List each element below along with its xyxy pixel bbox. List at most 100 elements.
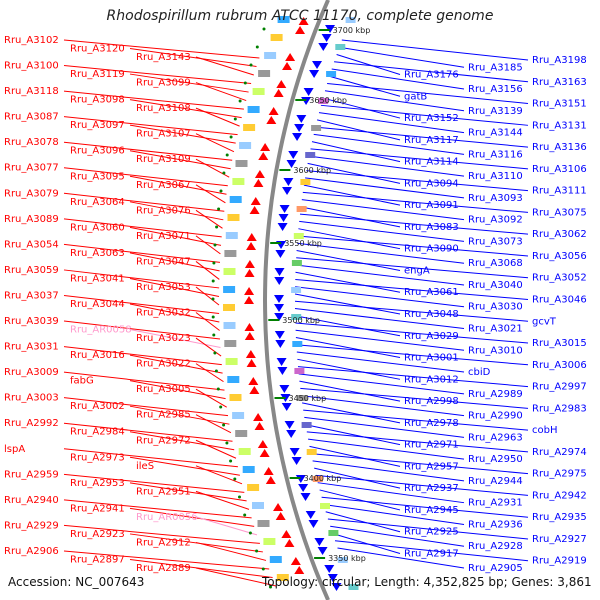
left-gene-label: Rru_A3059 (4, 265, 59, 276)
left-leader-line (195, 465, 243, 485)
forward-strand-gene (278, 214, 289, 222)
right-leader-line (305, 424, 401, 446)
right-leader-line (312, 460, 465, 482)
right-gene-label: gatB (404, 91, 427, 102)
forward-strand-gene (317, 547, 328, 555)
right-leader-line (306, 431, 529, 453)
gc-dot (215, 225, 219, 229)
reverse-strand-gene (244, 269, 255, 277)
category-block (292, 341, 303, 347)
right-leader-line (297, 242, 465, 264)
reverse-strand-gene (253, 179, 264, 187)
reverse-strand-gene (259, 449, 270, 457)
category-block (335, 44, 346, 50)
right-leader-line (336, 54, 401, 75)
category-block (300, 179, 311, 185)
left-leader-line (195, 235, 221, 255)
right-leader-line (301, 402, 401, 424)
right-leader-line (295, 337, 401, 359)
left-gene-label: Rru_A2941 (70, 503, 125, 514)
left-leader-line (195, 56, 254, 76)
reverse-strand-gene (282, 62, 293, 70)
right-gene-label: Rru_A2997 (532, 382, 587, 393)
right-gene-label: Rru_A3144 (468, 128, 523, 139)
forward-strand-gene (331, 583, 342, 591)
right-gene-label: Rru_A3062 (532, 229, 587, 240)
category-block (258, 70, 271, 77)
right-gene-label: Rru_A3111 (532, 186, 587, 197)
reverse-strand-gene (294, 566, 305, 574)
left-gene-label: Rru_A2897 (70, 554, 125, 565)
right-leader-line (327, 83, 529, 105)
left-gene-label: Rru_A3076 (136, 205, 191, 216)
forward-strand-gene (279, 205, 290, 213)
right-leader-line (334, 540, 529, 562)
left-gene-label: Rru_A3099 (136, 78, 191, 89)
forward-strand-gene (274, 268, 285, 276)
gc-dot (214, 369, 218, 373)
category-block (242, 466, 255, 473)
left-gene-label: Rru_A3087 (4, 112, 59, 123)
right-leader-line (299, 220, 465, 242)
left-leader-line (129, 558, 273, 578)
category-block (306, 449, 317, 455)
category-block (252, 502, 264, 509)
forward-strand-gene (286, 160, 297, 168)
left-leader-line (129, 124, 236, 144)
reverse-strand-gene (245, 350, 256, 358)
right-gene-label: Rru_A2989 (468, 389, 523, 400)
kbp-tick-label: 3650 kbp (309, 96, 347, 105)
left-gene-label: Rru_A3108 (136, 103, 191, 114)
right-gene-label: Rru_A2931 (468, 498, 523, 509)
right-leader-line (297, 358, 401, 380)
category-block (229, 394, 242, 401)
right-gene-label: Rru_A2935 (532, 512, 587, 523)
left-gene-label: ileS (136, 461, 154, 472)
right-gene-label: Rru_A2950 (468, 454, 523, 465)
left-gene-label: Rru_A3037 (4, 290, 59, 301)
left-gene-label: fabG (70, 376, 94, 387)
left-leader-line (63, 218, 222, 238)
right-gene-label: Rru_A3092 (468, 215, 523, 226)
right-gene-label: Rru_A2998 (404, 396, 459, 407)
forward-strand-gene (274, 277, 285, 285)
gc-dot (211, 315, 215, 319)
left-gene-label: Rru_A2985 (136, 410, 191, 421)
gc-dot (262, 27, 266, 31)
category-block (257, 520, 270, 527)
right-gene-label: Rru_A3012 (404, 374, 459, 385)
kbp-tick-label: 3600 kbp (293, 166, 331, 175)
category-block (328, 530, 339, 536)
right-gene-label: Rru_A3073 (468, 236, 523, 247)
left-leader-line (129, 226, 222, 246)
right-leader-line (319, 489, 401, 511)
reverse-strand-gene (260, 143, 271, 151)
forward-strand-gene (289, 448, 300, 456)
left-gene-label: Rru_A2972 (136, 435, 191, 446)
category-block (291, 260, 302, 266)
reverse-strand-gene (265, 476, 276, 484)
left-leader-line (195, 388, 227, 408)
category-block (229, 196, 242, 203)
forward-strand-gene (298, 484, 309, 492)
gc-dot (219, 405, 223, 409)
reverse-strand-gene (268, 107, 279, 115)
right-gene-label: Rru_A2942 (532, 490, 587, 501)
left-leader-line (63, 524, 260, 544)
forward-strand-gene (275, 250, 286, 258)
left-leader-line (195, 107, 240, 127)
category-block (264, 52, 277, 59)
right-gene-label: Rru_A3198 (532, 55, 587, 66)
forward-strand-gene (321, 34, 332, 42)
reverse-strand-gene (248, 377, 259, 385)
category-block (232, 178, 245, 185)
right-leader-line (297, 235, 529, 257)
forward-strand-gene (314, 538, 325, 546)
left-gene-label: Rru_A3079 (4, 188, 59, 199)
left-gene-label: Rru_A3022 (136, 359, 191, 370)
category-block (294, 368, 305, 374)
right-leader-line (311, 141, 401, 163)
right-gene-label: cbiD (468, 367, 491, 378)
